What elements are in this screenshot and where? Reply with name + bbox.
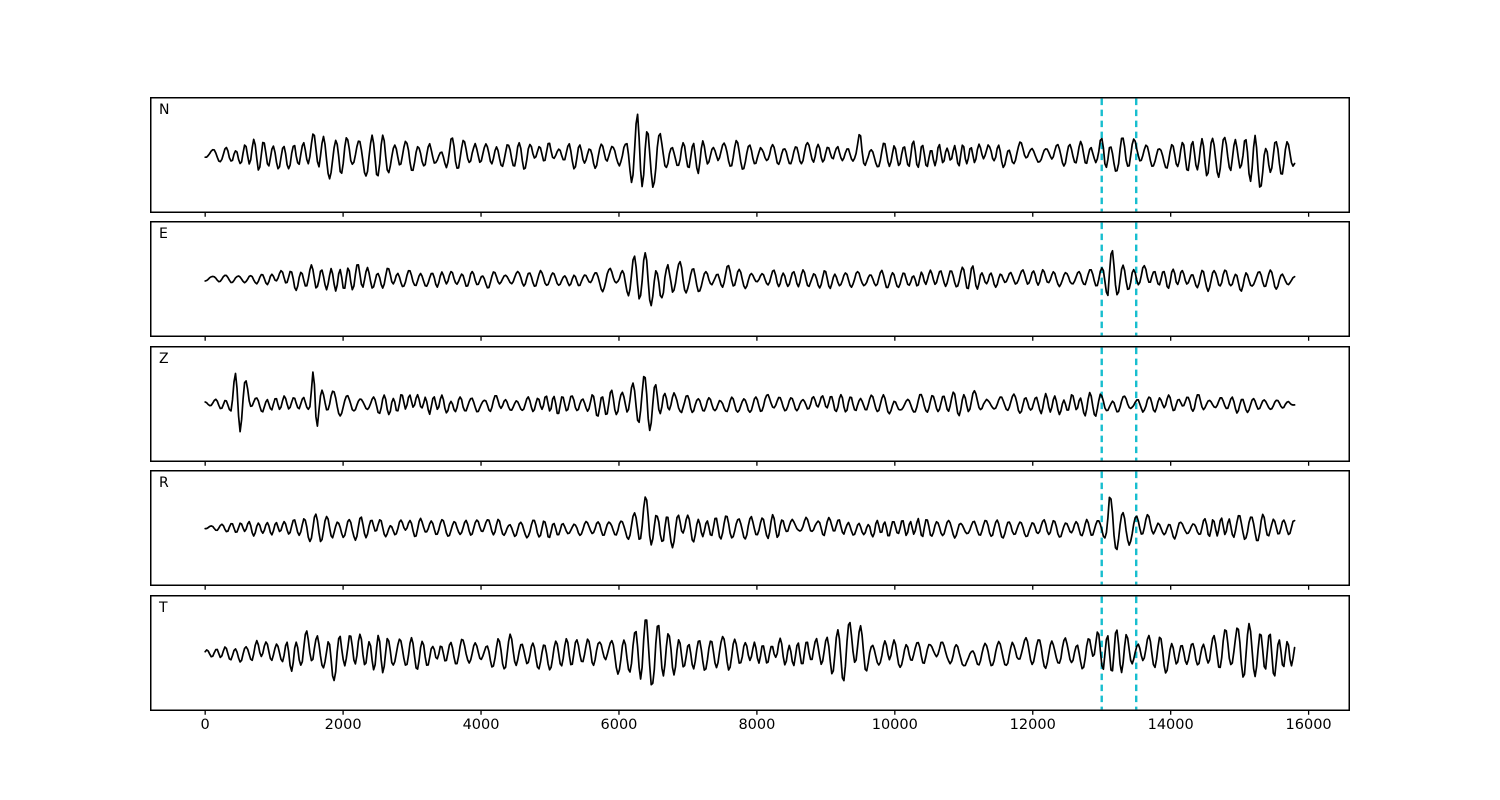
panel-label-channel: N — [159, 102, 170, 118]
x-axis-tick-label: 16000 — [1285, 717, 1332, 733]
panel-border — [150, 221, 1350, 337]
x-axis-tick-label: 4000 — [462, 717, 500, 733]
seismic-trace — [204, 619, 1296, 686]
seismic-trace — [204, 113, 1296, 189]
waveform-panel-svg — [150, 221, 1350, 341]
x-axis-tick-label: 6000 — [600, 717, 638, 733]
waveform-panel-svg — [150, 470, 1350, 590]
panel-label-channel: T — [159, 600, 168, 616]
waveform-panel-svg — [150, 346, 1350, 466]
panel-border — [150, 595, 1350, 711]
panel-label-channel: R — [159, 475, 169, 491]
panel-label-channel: E — [159, 226, 168, 242]
x-axis-tick-label: 12000 — [1009, 717, 1056, 733]
x-axis-tick-label: 14000 — [1147, 717, 1194, 733]
waveform-panel-svg — [150, 97, 1350, 217]
panel-border — [150, 97, 1350, 213]
waveform-panel-svg — [150, 595, 1350, 715]
x-axis-tick-label: 2000 — [324, 717, 362, 733]
x-axis-tick-label: 8000 — [738, 717, 776, 733]
panel-border — [150, 470, 1350, 586]
seismic-trace — [204, 496, 1296, 551]
seismic-trace — [204, 371, 1296, 433]
seismic-trace — [204, 249, 1296, 307]
panel-label-channel: Z — [159, 351, 169, 367]
x-axis-tick-label: 0 — [200, 717, 210, 733]
panel-border — [150, 346, 1350, 462]
x-axis-tick-label: 10000 — [871, 717, 918, 733]
